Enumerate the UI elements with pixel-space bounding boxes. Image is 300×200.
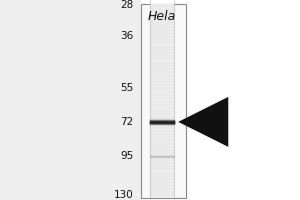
Bar bbox=[0, 0, 141, 200]
Text: 95: 95 bbox=[120, 151, 134, 161]
Bar bbox=[141, 4, 186, 198]
Text: 72: 72 bbox=[120, 117, 134, 127]
Text: 130: 130 bbox=[114, 190, 134, 200]
Bar bbox=[150, 4, 174, 198]
Text: Hela: Hela bbox=[148, 10, 176, 23]
Text: 55: 55 bbox=[120, 83, 134, 93]
Text: 28: 28 bbox=[120, 0, 134, 10]
Text: 36: 36 bbox=[120, 31, 134, 41]
